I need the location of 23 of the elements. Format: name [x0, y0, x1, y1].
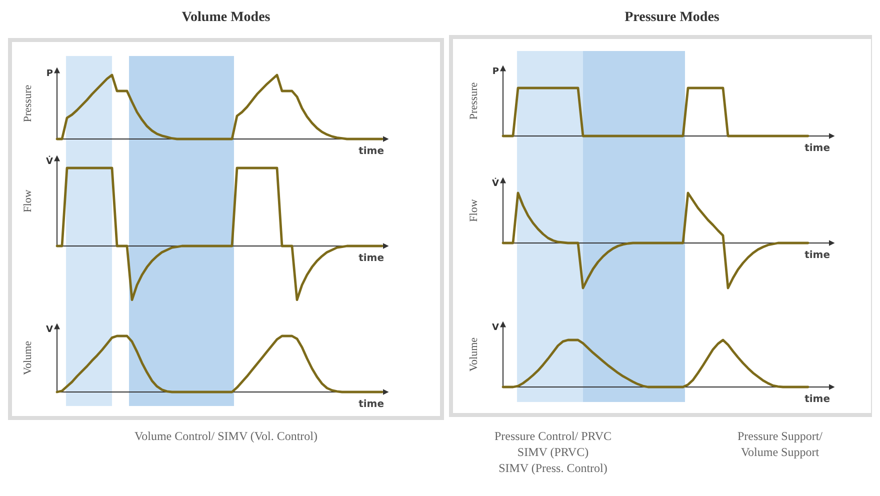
y-axis-title: Pressure — [468, 82, 480, 120]
x-axis-title: time — [358, 399, 384, 410]
text: Volume Control/ SIMV (Vol. Control) — [134, 429, 318, 443]
y-axis-title: Flow — [468, 199, 480, 222]
y-axis-title: Volume — [468, 337, 480, 372]
chart-title: Pressure Modes — [624, 10, 720, 25]
x-axis-title: time — [804, 143, 830, 154]
x-axis-title: time — [804, 250, 830, 261]
text: P — [492, 67, 500, 77]
y-axis-title: Volume — [22, 340, 34, 376]
x-axis-title: time — [358, 253, 384, 264]
x-axis-title: time — [804, 394, 830, 405]
text: V — [492, 323, 500, 333]
text: V̇ — [492, 177, 500, 189]
text: V — [46, 325, 54, 335]
text: P — [46, 69, 54, 79]
text: Pressure Control/ PRVC SIMV (PRVC) SIMV (Press. Control) — [494, 429, 612, 475]
x-axis-title: time — [358, 146, 384, 157]
y-axis-title: Flow — [22, 190, 34, 212]
text: Pressure Support/ Volume Support — [738, 429, 824, 459]
chart-title: Volume Modes — [182, 10, 271, 25]
y-axis-title: Pressure — [22, 84, 34, 122]
text: V̇ — [46, 155, 54, 167]
